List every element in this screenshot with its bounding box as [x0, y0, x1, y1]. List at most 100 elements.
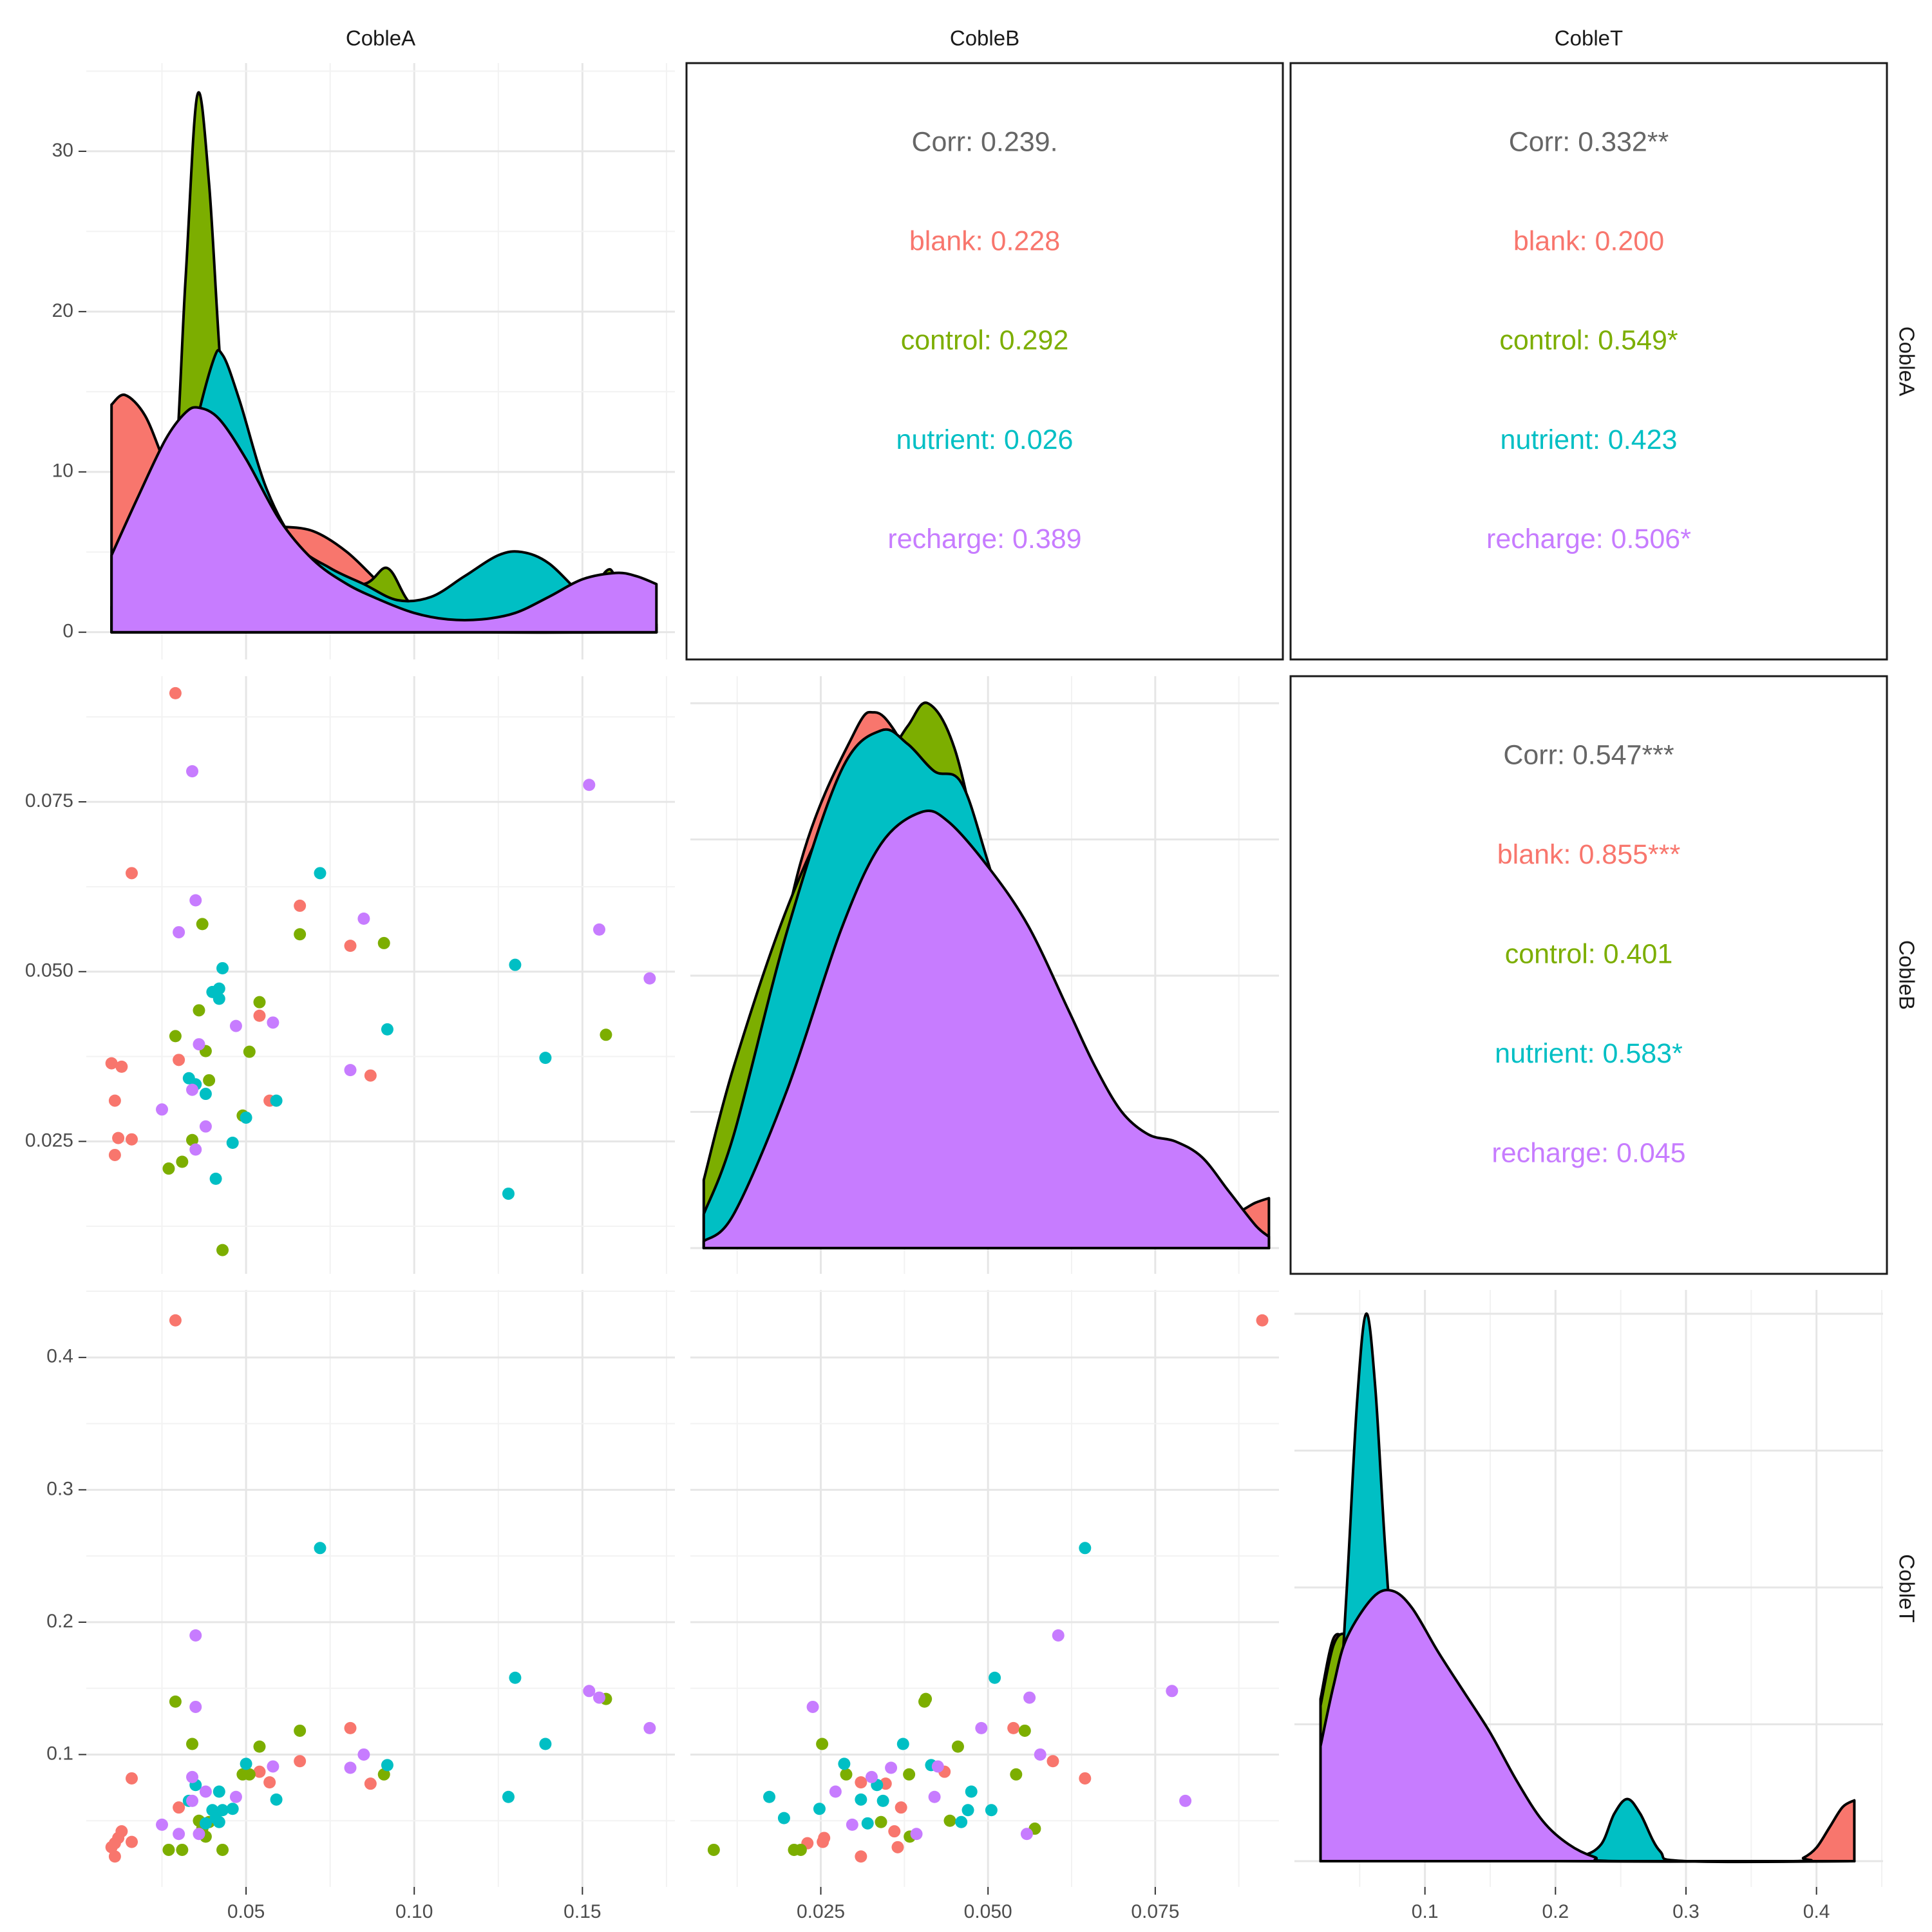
point-blank — [112, 1132, 125, 1144]
point-control — [903, 1768, 916, 1781]
point-control — [1010, 1768, 1023, 1781]
point-recharge — [592, 1691, 605, 1704]
point-nutrient — [213, 1815, 225, 1828]
point-recharge — [173, 926, 185, 939]
point-recharge — [344, 1761, 357, 1774]
scatter-panel-coblet-vs-coblea — [86, 1290, 675, 1887]
point-recharge — [173, 1828, 185, 1841]
point-recharge — [199, 1120, 212, 1133]
point-blank — [126, 1772, 138, 1785]
scatter-panel-cobleb-vs-coblea — [86, 676, 675, 1274]
point-blank — [105, 1057, 118, 1070]
point-blank — [294, 899, 307, 912]
point-blank — [855, 1850, 867, 1863]
y-tick-label-cobleb: 0.075 — [25, 790, 73, 811]
point-blank — [108, 1850, 121, 1863]
x-tick-label-coblea: 0.15 — [564, 1901, 601, 1922]
point-recharge — [1166, 1685, 1179, 1698]
density-area-recharge — [702, 809, 1271, 1249]
point-recharge — [186, 1770, 199, 1783]
point-control — [203, 1074, 216, 1086]
point-recharge — [229, 1790, 242, 1803]
point-recharge — [1023, 1691, 1036, 1704]
x-tick-label-coblet: 0.1 — [1412, 1901, 1439, 1922]
point-recharge — [186, 1794, 199, 1807]
point-recharge — [806, 1700, 819, 1713]
point-recharge — [156, 1818, 169, 1831]
point-blank — [1256, 1314, 1269, 1327]
point-nutrient — [1079, 1542, 1092, 1555]
point-control — [186, 1133, 199, 1146]
correlation-box — [1289, 62, 1888, 661]
point-recharge — [865, 1770, 878, 1783]
point-recharge — [829, 1785, 842, 1798]
corr-control-label: control: 0.401 — [1505, 939, 1673, 970]
point-recharge — [583, 779, 596, 791]
point-control — [707, 1843, 720, 1856]
point-control — [253, 996, 266, 1009]
point-control — [294, 1724, 307, 1737]
point-blank — [169, 687, 182, 699]
y-tick-label-coblet: 0.4 — [46, 1346, 73, 1367]
point-recharge — [189, 1143, 202, 1156]
point-recharge — [1034, 1748, 1046, 1761]
x-tick-label-coblea: 0.10 — [395, 1901, 433, 1922]
point-recharge — [357, 912, 370, 925]
density-area-recharge — [110, 406, 658, 634]
corr-overall-label: Corr: 0.332** — [1509, 126, 1669, 157]
point-recharge — [583, 1685, 596, 1698]
point-nutrient — [314, 1542, 327, 1555]
point-control — [943, 1814, 956, 1827]
point-blank — [1046, 1755, 1059, 1768]
density-panel-cobleb — [690, 676, 1279, 1274]
point-recharge — [643, 972, 656, 985]
point-blank — [364, 1069, 377, 1082]
y-tick-label-coblea: 10 — [52, 460, 73, 482]
corr-overall-label: Corr: 0.547*** — [1503, 740, 1674, 771]
point-blank — [115, 1060, 128, 1073]
column-strip-cobleb: CobleB — [950, 26, 1019, 50]
point-nutrient — [813, 1803, 826, 1815]
point-recharge — [1052, 1629, 1065, 1642]
y-tick-label-coblet: 0.1 — [46, 1743, 73, 1764]
panel-grid: Corr: 0.239. blank: 0.228 control: 0.292 nu… — [25, 62, 1888, 1922]
point-recharge — [885, 1761, 898, 1774]
point-control — [186, 1738, 199, 1750]
point-nutrient — [502, 1188, 515, 1200]
point-blank — [108, 1094, 121, 1107]
point-recharge — [189, 1629, 202, 1642]
point-control — [193, 1004, 205, 1017]
point-control — [294, 928, 307, 941]
point-nutrient — [502, 1790, 515, 1803]
point-recharge — [267, 1016, 279, 1029]
y-tick-label-coblet: 0.2 — [46, 1611, 73, 1632]
point-blank — [1079, 1772, 1092, 1785]
point-recharge — [199, 1785, 212, 1798]
point-control — [243, 1045, 256, 1058]
point-nutrient — [896, 1738, 909, 1750]
density-area-recharge — [1319, 1589, 1856, 1863]
y-tick-label-coblet: 0.3 — [46, 1478, 73, 1499]
y-tick-label-coblea: 30 — [52, 140, 73, 161]
point-blank — [173, 1054, 185, 1066]
point-nutrient — [539, 1738, 552, 1750]
point-blank — [169, 1314, 182, 1327]
correlation-panel-coblea-coblet: Corr: 0.332** blank: 0.200 control: 0.549*… — [1289, 62, 1888, 661]
point-blank — [895, 1801, 907, 1814]
point-control — [243, 1768, 256, 1781]
corr-overall-label: Corr: 0.239. — [911, 126, 1057, 157]
corr-nutrient-label: nutrient: 0.583* — [1495, 1038, 1683, 1069]
point-control — [377, 1768, 390, 1781]
y-tick-label-coblea: 0 — [62, 621, 73, 642]
corr-nutrient-label: nutrient: 0.423 — [1501, 424, 1678, 455]
point-control — [1018, 1724, 1031, 1737]
point-blank — [364, 1777, 377, 1790]
point-recharge — [357, 1748, 370, 1761]
correlation-panel-cobleb-coblet: Corr: 0.547*** blank: 0.855*** control: 0.… — [1289, 675, 1888, 1275]
point-blank — [126, 1133, 138, 1146]
row-strip-coblea: CobleA — [1895, 327, 1918, 396]
point-recharge — [193, 1038, 205, 1051]
point-nutrient — [216, 1804, 229, 1817]
point-control — [840, 1768, 853, 1781]
corr-control-label: control: 0.292 — [901, 325, 1069, 356]
